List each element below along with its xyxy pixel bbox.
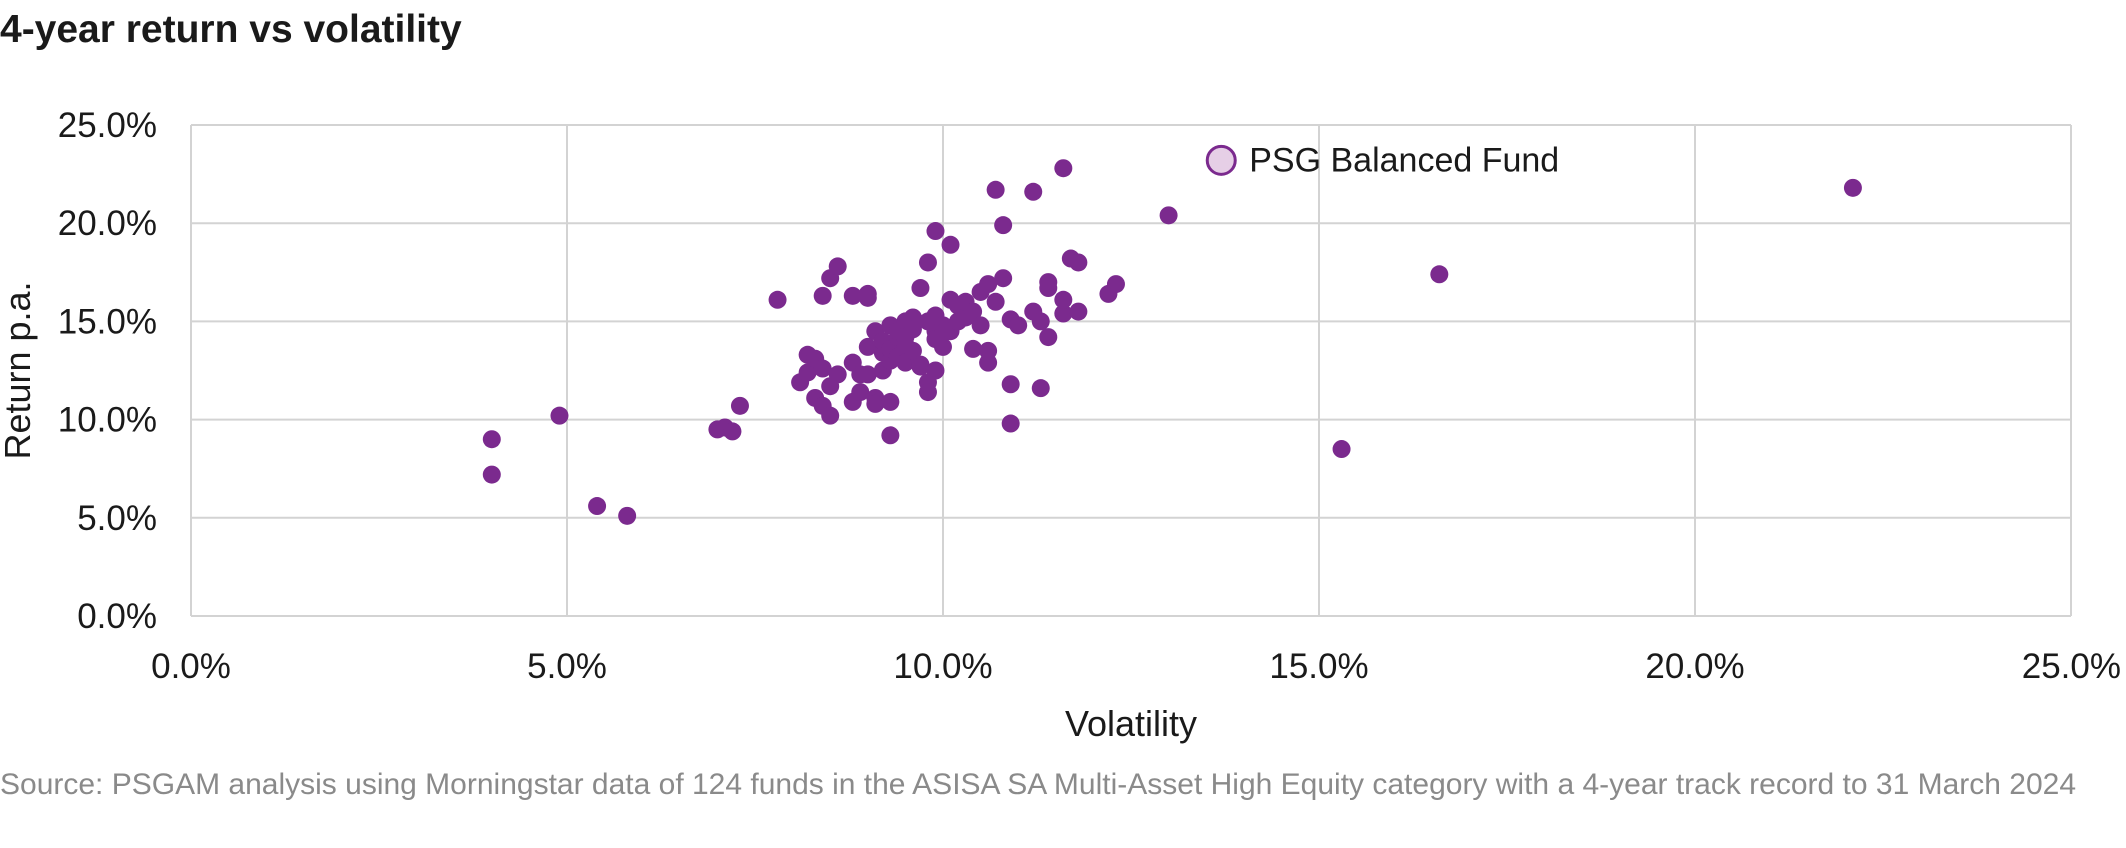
data-point bbox=[903, 341, 922, 360]
data-point bbox=[1031, 379, 1050, 398]
data-point bbox=[964, 302, 983, 321]
highlight-layer: PSG Balanced Fund bbox=[1205, 141, 1559, 179]
data-point bbox=[813, 359, 832, 378]
data-point bbox=[918, 253, 937, 272]
data-point bbox=[1159, 206, 1178, 225]
data-point bbox=[768, 290, 787, 309]
data-point bbox=[730, 396, 749, 415]
y-tick-label: 20.0% bbox=[58, 204, 157, 243]
psg-balanced-fund-marker bbox=[1205, 144, 1237, 176]
grid-layer bbox=[190, 124, 2072, 617]
data-point bbox=[1430, 265, 1449, 284]
data-point bbox=[994, 269, 1013, 288]
data-point bbox=[986, 292, 1005, 311]
x-tick-label: 20.0% bbox=[1645, 647, 1744, 686]
data-point bbox=[798, 363, 817, 382]
data-point bbox=[858, 284, 877, 303]
data-point bbox=[918, 383, 937, 402]
chart-title: 4-year return vs volatility bbox=[0, 8, 462, 51]
data-point bbox=[723, 422, 742, 441]
data-point bbox=[1843, 178, 1862, 197]
data-point bbox=[964, 339, 983, 358]
data-point bbox=[911, 357, 930, 376]
data-point bbox=[482, 430, 501, 449]
data-point bbox=[821, 406, 840, 425]
y-tick-label: 10.0% bbox=[58, 401, 157, 440]
data-point bbox=[858, 337, 877, 356]
data-point bbox=[1054, 159, 1073, 178]
data-point bbox=[1001, 414, 1020, 433]
data-points bbox=[482, 159, 1862, 525]
data-point bbox=[903, 320, 922, 339]
x-tick-label: 0.0% bbox=[151, 647, 231, 686]
source-note: Source: PSGAM analysis using Morningstar… bbox=[0, 768, 2077, 801]
data-point bbox=[979, 341, 998, 360]
data-point bbox=[926, 361, 945, 380]
data-point bbox=[911, 279, 930, 298]
x-tick-label: 5.0% bbox=[527, 647, 607, 686]
data-point bbox=[1039, 328, 1058, 347]
y-tick-label: 0.0% bbox=[77, 597, 157, 636]
data-point bbox=[851, 383, 870, 402]
data-point bbox=[858, 365, 877, 384]
psg-balanced-fund-label: PSG Balanced Fund bbox=[1249, 141, 1559, 179]
data-point bbox=[986, 180, 1005, 199]
data-point bbox=[881, 426, 900, 445]
data-point bbox=[1024, 182, 1043, 201]
data-point bbox=[866, 394, 885, 413]
x-axis-title: Volatility bbox=[1065, 703, 1197, 744]
data-point bbox=[843, 286, 862, 305]
data-point bbox=[1039, 273, 1058, 292]
data-point bbox=[881, 392, 900, 411]
data-point bbox=[1069, 253, 1088, 272]
y-axis-title: Return p.a. bbox=[0, 281, 38, 459]
x-tick-label: 10.0% bbox=[893, 647, 992, 686]
data-point bbox=[482, 465, 501, 484]
data-point bbox=[926, 222, 945, 241]
data-point bbox=[934, 337, 952, 356]
data-point bbox=[813, 286, 832, 305]
data-point bbox=[1054, 290, 1073, 309]
data-point bbox=[994, 216, 1013, 235]
y-tick-label: 5.0% bbox=[77, 499, 157, 538]
tick-labels: 0.0% 5.0% 10.0% 15.0% 20.0% 25.0% 0.0% 5.0% 10.0… bbox=[58, 106, 2121, 686]
scatter-chart: 0.0% 5.0% 10.0% 15.0% 20.0% 25.0% 0.0% 5.0% 10.0… bbox=[0, 106, 2121, 744]
y-tick-label: 15.0% bbox=[58, 302, 157, 341]
data-point bbox=[550, 406, 569, 425]
x-tick-label: 15.0% bbox=[1269, 647, 1368, 686]
data-point bbox=[971, 316, 990, 335]
x-tick-label: 25.0% bbox=[2022, 647, 2121, 686]
data-point bbox=[828, 257, 847, 276]
data-point bbox=[618, 506, 637, 525]
data-point bbox=[828, 365, 847, 384]
data-point bbox=[941, 235, 960, 254]
data-point bbox=[588, 497, 607, 516]
y-tick-label: 25.0% bbox=[58, 106, 157, 145]
data-point bbox=[1054, 304, 1073, 323]
data-point bbox=[1106, 275, 1125, 294]
data-point bbox=[979, 275, 998, 294]
data-point bbox=[1069, 302, 1088, 321]
data-point bbox=[1031, 312, 1050, 331]
data-point bbox=[1332, 440, 1351, 459]
data-point bbox=[1001, 375, 1020, 394]
data-point bbox=[1009, 316, 1028, 335]
